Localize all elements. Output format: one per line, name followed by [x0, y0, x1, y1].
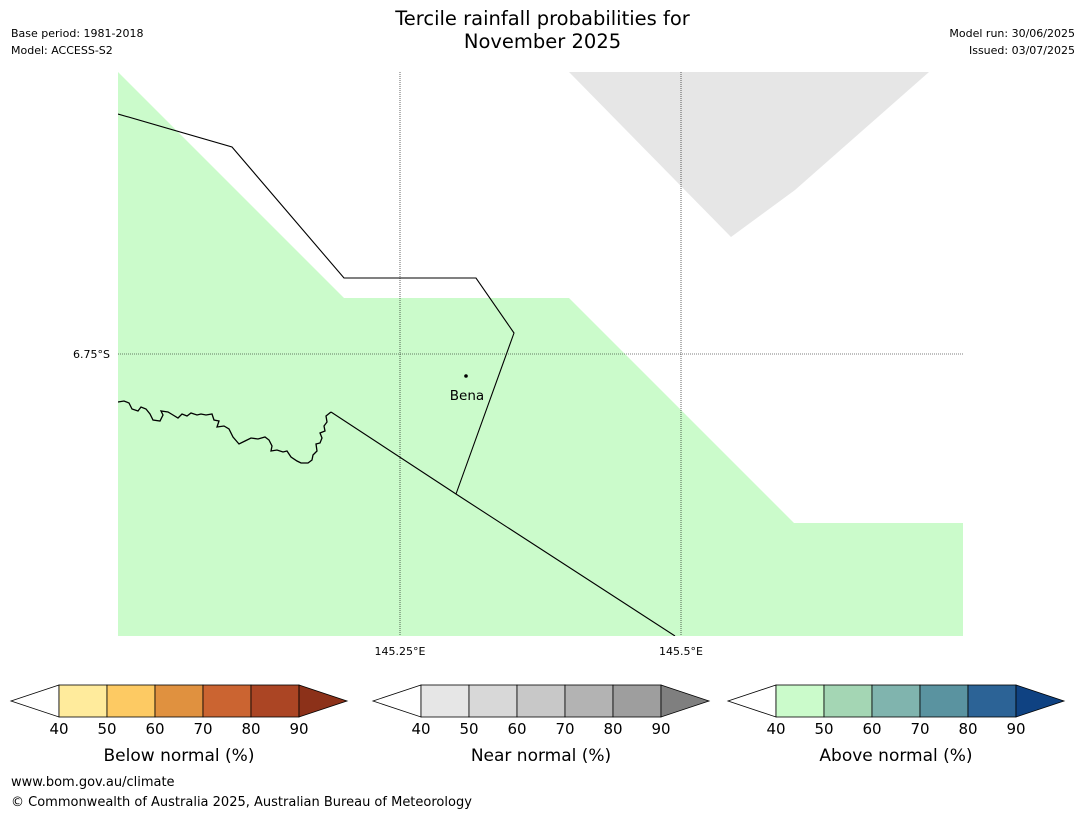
above-normal-legend: 40 50 60 70 80 90 Above normal (%) — [726, 684, 1066, 766]
model-run-text: Model run: 30/06/2025 — [949, 27, 1075, 40]
above-normal-legend-lower-extension — [726, 684, 777, 718]
town-label: Bena — [450, 388, 484, 404]
issued-text: Issued: 03/07/2025 — [968, 44, 1075, 57]
title-line-1: Tercile rainfall probabilities for — [395, 7, 690, 30]
above-normal-legend-swatch — [823, 684, 873, 718]
website-link[interactable]: www.bom.gov.au/climate — [11, 775, 175, 790]
near-normal-legend-upper-extension — [660, 684, 711, 718]
metadata-right: Model run: 30/06/2025 Issued: 03/07/2025 — [949, 25, 1075, 59]
near-normal-legend-swatch — [516, 684, 566, 718]
near-normal-legend-tick: 80 — [603, 720, 622, 738]
chart-title: Tercile rainfall probabilities for Novem… — [0, 7, 1085, 53]
above-normal-legend-swatch — [775, 684, 825, 718]
legend-area: 40 50 60 70 80 90 Below normal (%) 40 50 60 70 80 90… — [9, 684, 1066, 766]
above-normal-legend-tick: 50 — [814, 720, 833, 738]
below-normal-legend-title: Below normal (%) — [104, 746, 255, 766]
model-text: Model: ACCESS-S2 — [11, 44, 113, 57]
above-normal-legend-swatch — [919, 684, 969, 718]
latitude-label: 6.75°S — [73, 348, 110, 361]
near-normal-legend-swatch — [420, 684, 470, 718]
title-line-2: November 2025 — [463, 30, 622, 53]
below-normal-legend-swatch — [202, 684, 252, 718]
below-normal-legend-upper-extension — [298, 684, 349, 718]
near-normal-legend-title: Near normal (%) — [471, 746, 611, 766]
near-normal-legend-swatch — [564, 684, 614, 718]
copyright-text: © Commonwealth of Australia 2025, Austra… — [11, 795, 472, 810]
above-normal-legend-title: Above normal (%) — [819, 746, 972, 766]
longitude-label-145-25: 145.25°E — [375, 645, 426, 658]
above-normal-legend-tick: 60 — [862, 720, 881, 738]
near-normal-legend-tick: 50 — [459, 720, 478, 738]
below-normal-legend-tick: 90 — [289, 720, 308, 738]
near-normal-legend-tick: 40 — [411, 720, 430, 738]
forecast-map: Bena 6.75°S 145.25°E 145.5°E — [73, 72, 963, 658]
near-normal-legend-swatch — [468, 684, 518, 718]
above-normal-legend-swatch — [871, 684, 921, 718]
above-normal-legend-tick: 70 — [910, 720, 929, 738]
below-normal-legend-tick: 80 — [241, 720, 260, 738]
near-normal-legend: 40 50 60 70 80 90 Near normal (%) — [371, 684, 711, 766]
above-normal-legend-swatch — [967, 684, 1017, 718]
above-normal-legend-tick: 40 — [766, 720, 785, 738]
below-normal-legend-swatch — [250, 684, 300, 718]
above-normal-legend-tick: 80 — [958, 720, 977, 738]
below-normal-legend-lower-extension — [9, 684, 60, 718]
below-normal-legend-tick: 70 — [193, 720, 212, 738]
near-normal-legend-lower-extension — [371, 684, 422, 718]
province-boundary — [330, 411, 676, 636]
longitude-label-145-5: 145.5°E — [659, 645, 703, 658]
town-marker — [464, 374, 468, 378]
below-normal-legend-swatch — [58, 684, 108, 718]
below-normal-legend-tick: 40 — [49, 720, 68, 738]
below-normal-legend-swatch — [154, 684, 204, 718]
near-normal-region — [569, 72, 929, 237]
below-normal-legend-tick: 50 — [97, 720, 116, 738]
near-normal-legend-tick: 90 — [651, 720, 670, 738]
above-normal-legend-tick: 90 — [1006, 720, 1025, 738]
base-period-text: Base period: 1981-2018 — [11, 27, 144, 40]
above-normal-legend-upper-extension — [1015, 684, 1066, 718]
below-normal-legend: 40 50 60 70 80 90 Below normal (%) — [9, 684, 349, 766]
river-line — [118, 400, 332, 464]
province-boundary — [118, 113, 515, 495]
near-normal-legend-tick: 60 — [507, 720, 526, 738]
near-normal-legend-tick: 70 — [555, 720, 574, 738]
near-normal-legend-swatch — [612, 684, 662, 718]
below-normal-legend-swatch — [106, 684, 156, 718]
below-normal-legend-tick: 60 — [145, 720, 164, 738]
metadata-left: Base period: 1981-2018 Model: ACCESS-S2 — [11, 25, 143, 59]
